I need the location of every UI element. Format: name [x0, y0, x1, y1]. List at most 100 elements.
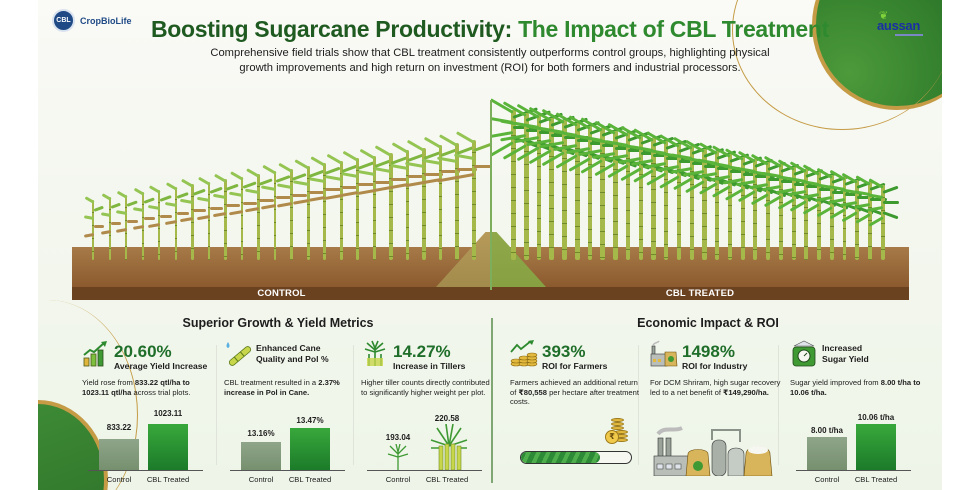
x-label-control: Control — [814, 475, 840, 484]
sugarcane-leaf — [358, 183, 376, 187]
sugarcane-leaf — [324, 167, 341, 176]
treated-soil — [491, 247, 909, 287]
yield-headline: 20.60% — [114, 342, 172, 361]
x-axis — [88, 470, 203, 471]
card-separator — [638, 345, 639, 465]
sugarcane-leaf — [755, 175, 775, 179]
roi-farmers-headline: 393% — [542, 342, 586, 361]
card-separator — [778, 345, 779, 465]
sugarcane-leaf — [275, 175, 291, 184]
sugarcane-stalk — [455, 142, 459, 260]
sugarcane-leaf — [742, 172, 763, 176]
control-value-label: 833.22 — [106, 423, 132, 432]
sugarcane-leaf — [193, 209, 206, 213]
aussan-logo: ❦ aussan — [873, 9, 933, 39]
sugarcane-leaf — [325, 188, 342, 192]
sugarcane-leaf — [116, 190, 128, 199]
roi-farmers-description: Farmers achieved an additional return of… — [510, 378, 645, 407]
treated-value-label: 13.47% — [296, 416, 324, 425]
small-sugarcane-icon — [387, 444, 409, 470]
label-line-2: Sugar Yield — [822, 354, 869, 364]
label-line-2: Quality and Pol % — [256, 354, 329, 364]
x-label-control: Control — [248, 475, 274, 484]
x-label-control: Control — [106, 475, 132, 484]
cane-quality-card: Enhanced Cane Quality and Pol % CBL trea… — [224, 340, 359, 490]
roi-industry-card: 1498% ROI for Industry For DCM Shriram, … — [650, 340, 785, 490]
sugarcane-leaf — [326, 153, 343, 165]
sugarcane-leaf — [474, 165, 491, 168]
sugarcane-stalk — [207, 181, 211, 260]
sugarcane-stalk — [613, 130, 618, 260]
sugar-yield-description: Sugar yield improved from 8.00 t/ha to 1… — [790, 378, 925, 397]
card-separator — [216, 345, 217, 465]
sugarcane-leaf — [717, 167, 738, 171]
roi-progress-bar — [520, 451, 632, 464]
control-value-label: 193.04 — [385, 433, 411, 442]
sugarcane-leaf — [213, 173, 227, 183]
sugarcane-leaf — [164, 201, 177, 207]
tillers-chart: 193.04 220.58 Control CBL Treated — [367, 410, 482, 485]
sugarcane-stalk — [191, 184, 194, 260]
sugarcane-leaf — [143, 197, 155, 205]
sugarcane-leaf — [407, 139, 426, 152]
sugarcane-stalk — [638, 135, 644, 260]
sugarcane-stalk — [791, 166, 796, 260]
treated-value-label: 220.58 — [434, 414, 460, 423]
cbl-badge: CBL — [52, 9, 75, 32]
section-divider — [491, 318, 493, 483]
sugarcane-leaf — [99, 212, 111, 218]
roi-industry-description: For DCM Shriram, high sugar recovery led… — [650, 378, 785, 397]
sugarcane-leaf — [225, 183, 240, 192]
sprout-icon: ❦ — [879, 10, 889, 22]
yield-label: Average Yield Increase — [114, 361, 208, 371]
sugarcane-stalk — [339, 160, 343, 260]
sugarcane-leaf — [440, 170, 461, 174]
sugarcane-leaf — [197, 176, 211, 186]
sugarcane-leaf — [258, 178, 274, 186]
sugarcane-stalk — [108, 197, 111, 260]
sugarcane-leaf — [768, 177, 788, 181]
sugarcane-leaf — [132, 207, 144, 213]
sugarcane-leaf — [457, 167, 478, 171]
large-sugarcane-icon — [430, 424, 468, 470]
sugarcane-stalk — [549, 117, 555, 260]
treated-value-label: 10.06 t/ha — [857, 413, 895, 422]
control-value-label: 13.16% — [247, 429, 275, 438]
sugarcane-leaf — [423, 136, 442, 150]
sugarcane-stalk — [625, 133, 631, 260]
label-line-1: Enhanced Cane — [256, 343, 321, 353]
sugarcane-stalk — [356, 158, 360, 260]
card-separator — [353, 345, 354, 465]
sugarcane-leaf — [691, 162, 713, 166]
sugarcane-tillers-icon — [364, 340, 386, 366]
sugarcane-leaf — [391, 178, 410, 182]
sugarcane-leaf — [165, 182, 178, 191]
sugarcane-stalk — [562, 120, 567, 260]
sugarcane-stalk — [422, 147, 426, 260]
desc-text: Yield rose from — [82, 378, 135, 387]
control-field: CONTROL — [72, 95, 491, 300]
control-bar — [99, 439, 139, 470]
desc-bold: 833.22 qtl/ha — [134, 378, 181, 387]
sugarcane-stalk — [523, 112, 529, 260]
sugarcane-stalk — [740, 156, 745, 260]
aussan-tagline — [895, 34, 923, 36]
title-part-2: The Impact of CBL Treatment — [518, 16, 830, 42]
sugarcane-stalk — [753, 159, 758, 260]
control-value-label: 8.00 t/ha — [810, 426, 843, 435]
sugarcane-stalk — [766, 161, 771, 260]
subtitle-line-2: growth improvements and high return on i… — [239, 61, 741, 74]
sugarcane-leaf — [133, 187, 145, 196]
sugarcane-leaf — [844, 193, 862, 197]
sugar-yield-label: Increased Sugar Yield — [822, 343, 869, 365]
x-axis — [796, 470, 911, 471]
desc-bold: 8.00 t/ha to 10.06 t/ha. — [790, 378, 921, 397]
desc-text: CBL treatment resulted in a — [224, 378, 319, 387]
sugarcane-leaf — [262, 165, 277, 176]
sugarcane-stalk — [574, 122, 580, 260]
sugarcane-stalk — [702, 148, 707, 260]
sugarcane-stalk — [587, 125, 593, 260]
sugarcane-leaf — [374, 180, 393, 184]
x-label-treated: CBL Treated — [854, 475, 898, 484]
cropbiolife-logo: CBL CropBioLife — [52, 9, 132, 32]
